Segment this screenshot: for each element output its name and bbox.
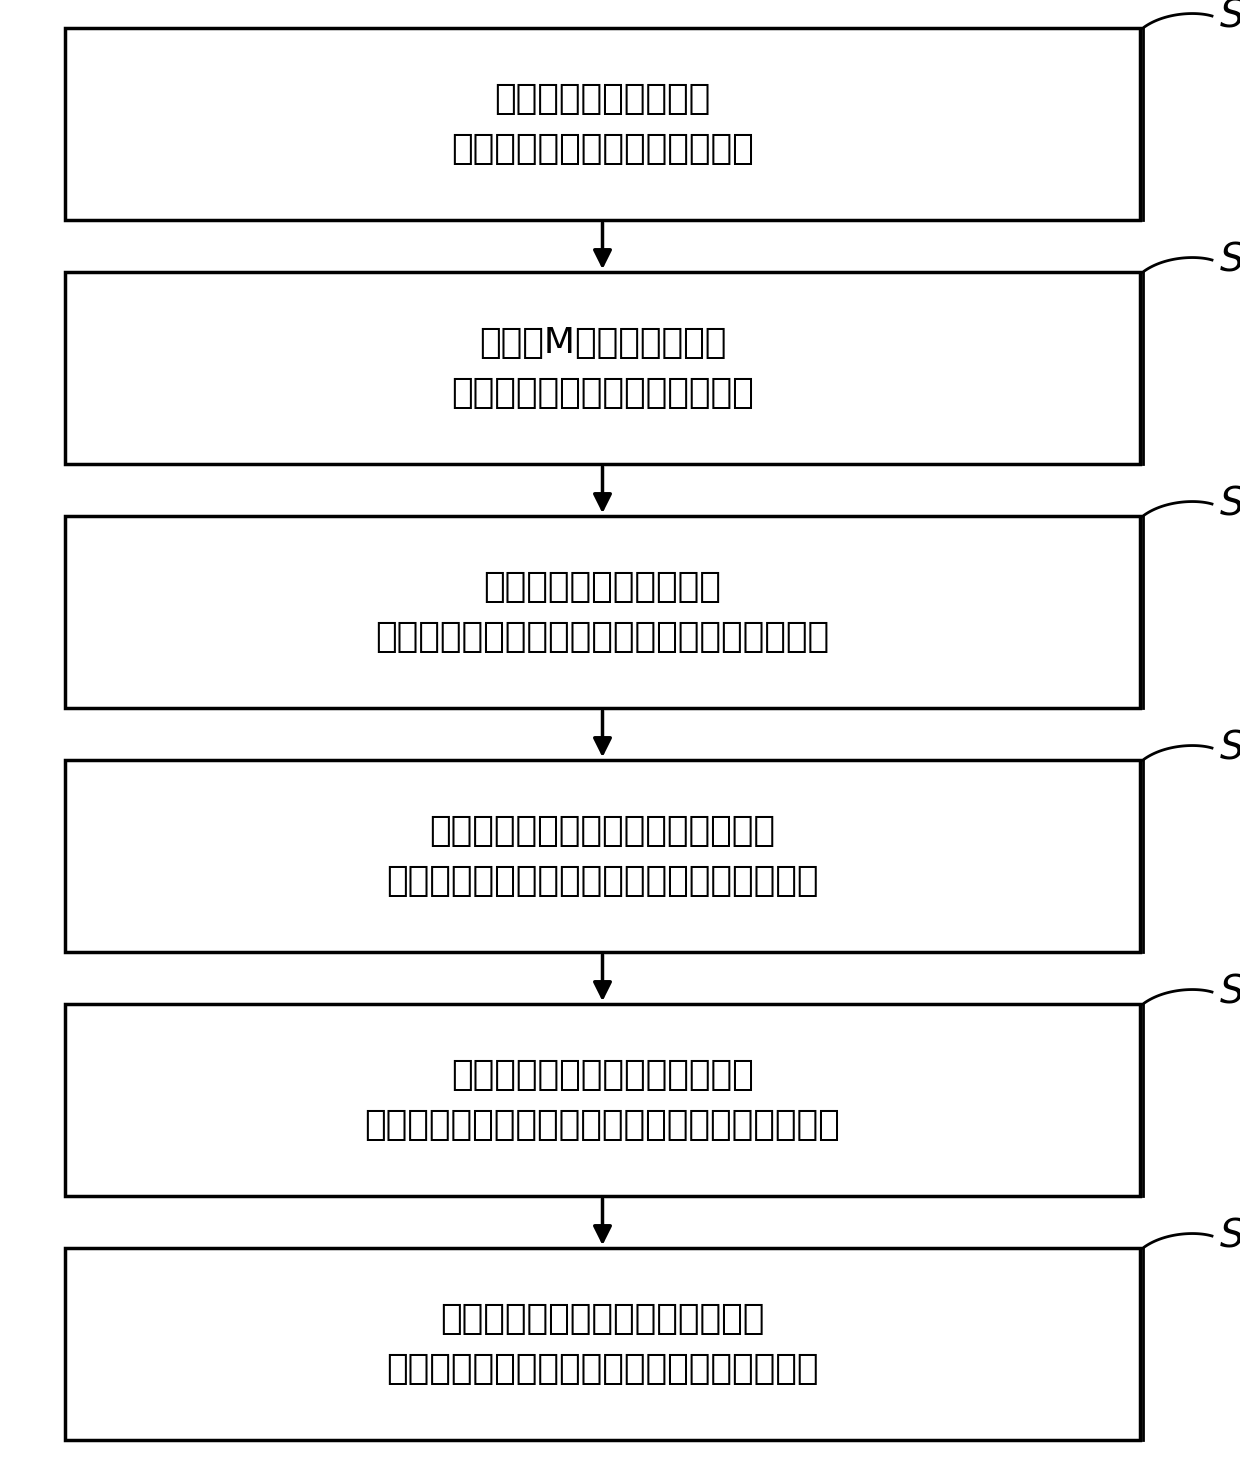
Bar	[64, 272, 1140, 464]
Text: 采用大M法将各子区域的: 采用大M法将各子区域的	[479, 327, 727, 361]
Text: S6: S6	[1220, 1217, 1240, 1256]
Text: 分解为针对单台热电联产机组的优化调度问题: 分解为针对单台热电联产机组的优化调度问题	[386, 864, 818, 898]
Bar	[64, 760, 1140, 952]
Bar	[64, 28, 1140, 219]
Text: 分段约束转化为连续的线性约束: 分段约束转化为连续的线性约束	[451, 375, 754, 409]
Text: 基于上述线性约束，建立: 基于上述线性约束，建立	[484, 570, 722, 605]
Text: S2: S2	[1220, 241, 1240, 280]
Text: 将上述问题拆分为两个子问题，: 将上述问题拆分为两个子问题，	[451, 1058, 754, 1092]
Text: 非凸出力区域划分为多个子区域: 非凸出力区域划分为多个子区域	[451, 131, 754, 166]
Text: 将每台热电联产机组的: 将每台热电联产机组的	[495, 82, 711, 116]
Text: 采用拉格朗日松弛法将上述规划模型: 采用拉格朗日松弛法将上述规划模型	[429, 814, 775, 848]
Text: S3: S3	[1220, 484, 1240, 523]
Text: 控制各热电联产机组按照求解结果: 控制各热电联产机组按照求解结果	[440, 1303, 765, 1337]
Text: S4: S4	[1220, 729, 1240, 767]
Text: S1: S1	[1220, 0, 1240, 35]
Bar	[64, 1004, 1140, 1195]
Text: S5: S5	[1220, 973, 1240, 1011]
Text: 工作，使得热电联产机组的有功经济调度最优: 工作，使得热电联产机组的有功经济调度最优	[386, 1351, 818, 1385]
Bar	[64, 1248, 1140, 1440]
Bar	[64, 517, 1140, 708]
Text: 热电联产机组非凸出力特性的有功经济调度模型: 热电联产机组非凸出力特性的有功经济调度模型	[376, 620, 830, 654]
Text: 采用交替迭代法进行迭代求解，直至优化结果不变: 采用交替迭代法进行迭代求解，直至优化结果不变	[365, 1108, 841, 1142]
